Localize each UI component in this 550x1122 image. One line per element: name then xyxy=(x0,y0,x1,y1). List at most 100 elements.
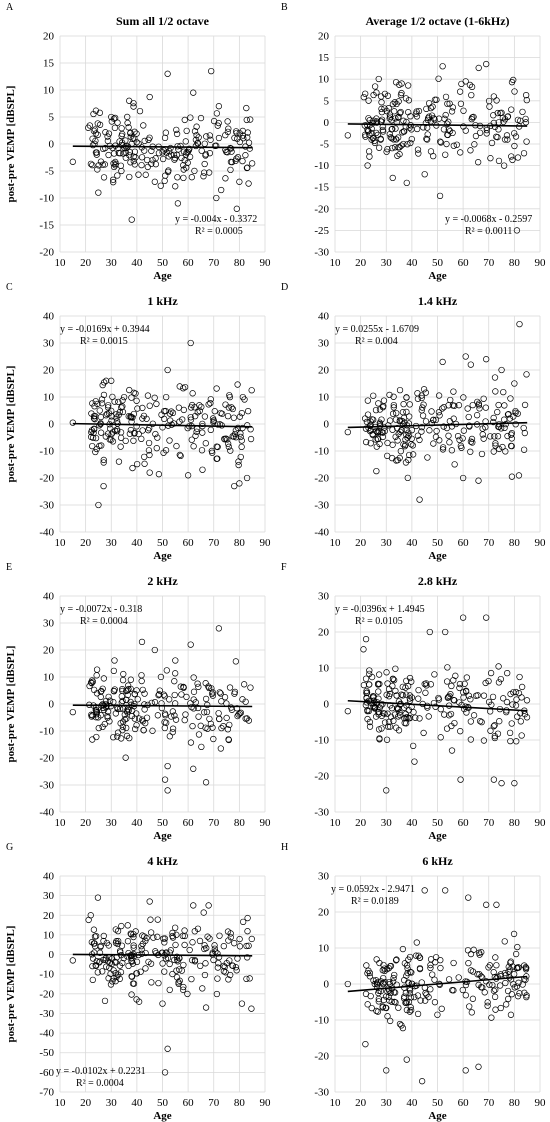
data-point xyxy=(231,690,238,697)
x-tick-label: 50 xyxy=(157,817,169,829)
data-point xyxy=(467,147,474,154)
data-point xyxy=(463,674,470,681)
data-point xyxy=(514,410,521,417)
data-point xyxy=(221,436,228,443)
data-point xyxy=(148,160,155,167)
data-point xyxy=(156,687,163,694)
data-point xyxy=(139,718,146,725)
data-point xyxy=(443,424,451,432)
data-point xyxy=(145,958,152,966)
data-point xyxy=(376,736,383,743)
data-point xyxy=(244,422,251,429)
data-point xyxy=(202,695,210,703)
data-point xyxy=(180,385,187,392)
data-point xyxy=(115,937,122,945)
data-point xyxy=(403,702,410,709)
y-tick-label: -5 xyxy=(320,139,330,151)
data-point xyxy=(450,696,457,704)
data-point xyxy=(397,448,405,455)
data-point xyxy=(108,960,115,968)
data-point xyxy=(366,718,374,726)
data-point xyxy=(414,395,422,402)
data-point xyxy=(143,714,151,721)
data-point xyxy=(114,927,122,935)
data-point xyxy=(125,124,132,131)
data-point xyxy=(518,694,525,701)
data-point xyxy=(492,986,499,993)
data-point xyxy=(408,1007,415,1014)
data-point xyxy=(140,727,147,734)
data-point xyxy=(155,979,162,987)
data-point xyxy=(243,715,251,722)
data-point xyxy=(127,426,135,434)
data-point xyxy=(132,390,139,397)
data-point xyxy=(514,993,522,1000)
data-point xyxy=(89,955,97,962)
data-point xyxy=(141,460,148,467)
y-tick-label: -30 xyxy=(314,247,329,259)
data-point xyxy=(218,186,225,194)
data-point xyxy=(436,412,443,419)
data-point xyxy=(96,422,103,429)
data-point xyxy=(389,174,396,182)
data-point xyxy=(386,417,394,424)
data-point xyxy=(190,674,197,681)
x-tick-label: 10 xyxy=(330,537,342,549)
data-point xyxy=(511,130,518,137)
data-point xyxy=(93,711,100,718)
data-point xyxy=(110,667,117,675)
data-point xyxy=(114,427,121,435)
data-point xyxy=(141,453,148,461)
data-point xyxy=(392,957,400,964)
data-point xyxy=(421,680,428,688)
data-point xyxy=(98,400,106,407)
data-point xyxy=(138,154,146,161)
data-point xyxy=(375,671,383,678)
data-point xyxy=(467,736,475,743)
y-tick-label: 0 xyxy=(324,699,330,711)
data-point xyxy=(164,762,171,770)
data-point xyxy=(397,428,404,435)
data-point xyxy=(418,1078,426,1085)
data-point xyxy=(484,1002,491,1009)
data-point xyxy=(89,678,96,685)
data-point xyxy=(491,734,499,742)
data-point xyxy=(224,412,232,420)
data-point xyxy=(121,716,128,723)
equation-text: y = -0.0169x + 0.3944 xyxy=(60,324,150,335)
data-point xyxy=(119,397,126,404)
data-point xyxy=(460,427,468,434)
x-tick-label: 30 xyxy=(381,537,393,549)
x-tick-label: 50 xyxy=(432,257,444,269)
data-point xyxy=(124,922,131,929)
data-point xyxy=(364,411,372,418)
data-point xyxy=(490,723,497,730)
data-point xyxy=(402,720,410,727)
data-point xyxy=(430,115,437,122)
scatter-panel-c: 40 30 20 10 0 -10 -20 -30 -40 10 20 30 40 50 60 70 80 90 C… xyxy=(0,280,275,562)
data-point xyxy=(480,737,488,744)
data-point xyxy=(90,940,98,947)
data-point xyxy=(447,396,454,404)
data-point xyxy=(378,99,385,106)
data-point xyxy=(245,717,252,724)
data-point xyxy=(476,405,483,412)
data-point xyxy=(211,942,218,949)
data-point xyxy=(209,689,216,696)
data-point xyxy=(240,135,247,142)
data-point xyxy=(522,966,530,973)
data-point xyxy=(154,712,162,719)
data-point xyxy=(417,997,424,1004)
data-point xyxy=(126,148,134,156)
data-point xyxy=(468,435,476,443)
data-point xyxy=(504,136,511,143)
data-point xyxy=(376,959,383,967)
data-point xyxy=(133,970,140,977)
data-point xyxy=(431,999,439,1006)
data-point xyxy=(190,688,198,695)
data-point xyxy=(141,706,148,713)
data-point xyxy=(369,416,376,423)
data-point xyxy=(96,121,104,128)
data-point xyxy=(115,411,122,419)
data-point xyxy=(196,937,204,945)
